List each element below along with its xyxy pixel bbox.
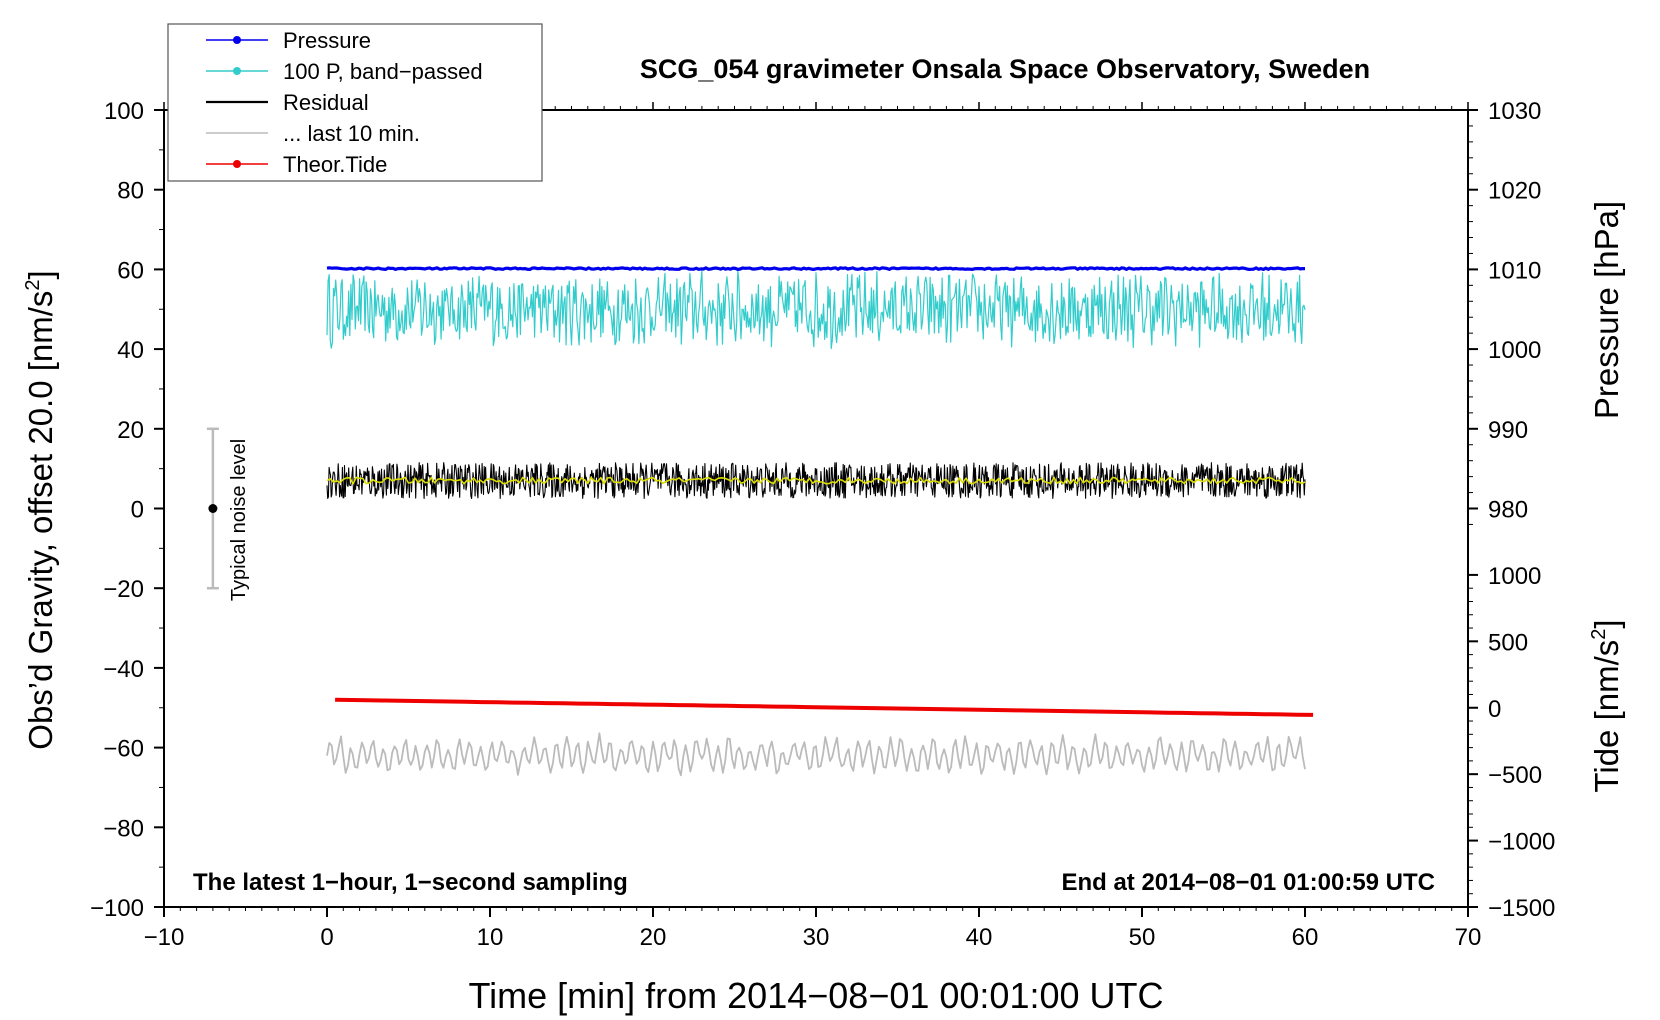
x-tick-label: 30 [803,924,830,951]
pressure-tick-label: 1020 [1488,178,1541,205]
legend-marker [233,67,241,75]
legend-items: Pressure 100 P, band−passed Residual ... la… [206,28,483,177]
y-tick-label-left: 20 [117,417,144,444]
legend-label: ... last 10 min. [283,121,420,146]
x-tick-label: 60 [1292,924,1319,951]
legend-label: 100 P, band−passed [283,59,483,84]
y-tick-label-left: −80 [103,815,144,842]
pressure-tick-label: 980 [1488,497,1528,524]
y-tick-label-left: 0 [131,497,144,524]
pressure-tick-label: 1000 [1488,337,1541,364]
y-tick-label-left: 40 [117,337,144,364]
x-tick-label: 50 [1129,924,1156,951]
legend-marker [233,36,241,44]
y-label-left-close: ] [22,270,59,279]
series-theor-tide [335,697,1314,717]
tide-tick-label: −1500 [1488,895,1555,922]
series-residual-smoothed [326,476,1306,485]
y-axis-label-left: Obs’d Gravity, offset 20.0 [nm/s2] [22,270,59,749]
pressure-tick-label: 1010 [1488,257,1541,284]
tide-tick-label: 1000 [1488,563,1541,590]
pressure-tick-label: 1030 [1488,98,1541,125]
noise-label: Typical noise level [228,439,250,601]
y-tick-label-left: 60 [117,257,144,284]
axis-ticks: −10 0 10 20 30 40 50 60 70100806040200−20−40−60−… [90,98,1555,951]
y-label-tide-close: ] [1588,619,1625,628]
pressure-tick-label: 990 [1488,417,1528,444]
y-axis-label-pressure: Pressure [hPa] [1588,201,1625,419]
noise-center-dot [208,504,218,513]
legend-label: Pressure [283,28,371,53]
y-tick-label-left: 100 [104,98,144,125]
chart-title: SCG_054 gravimeter Onsala Space Observat… [640,54,1370,84]
x-tick-label: 0 [320,924,333,951]
tide-tick-label: 0 [1488,696,1501,723]
tide-tick-label: 500 [1488,629,1528,656]
legend-label: Theor.Tide [283,152,387,177]
x-tick-label: −10 [144,924,185,951]
data-series [326,266,1314,777]
plot-frame [163,109,1469,908]
y-tick-label-left: −40 [103,656,144,683]
y-tick-label-left: −100 [90,895,144,922]
y-tick-label-left: −60 [103,736,144,763]
tide-tick-label: −1000 [1488,829,1555,856]
noise-level-indicator: Typical noise level [206,427,250,601]
legend: Pressure 100 P, band−passed Residual ... la… [167,23,543,182]
y-axis-label-tide: Tide [nm/s2] [1588,619,1625,792]
series-band-passed [326,270,1306,350]
x-axis-label: Time [min] from 2014−08−01 00:01:00 UTC [468,975,1163,1016]
annotation-end-time: End at 2014−08−01 01:00:59 UTC [1061,869,1435,896]
annotation-sampling: The latest 1−hour, 1−second sampling [193,869,628,896]
y-tick-label-left: 80 [117,178,144,205]
series-last-10-min [326,732,1306,777]
y-label-left-text: Obs’d Gravity, offset 20.0 [nm/s [22,291,59,750]
legend-label: Residual [283,90,369,115]
y-tick-label-left: −20 [103,576,144,603]
tide-tick-label: −500 [1488,762,1542,789]
x-tick-label: 10 [477,924,504,951]
x-tick-label: 20 [640,924,667,951]
x-tick-label: 70 [1455,924,1482,951]
y-label-tide-text: Tide [nm/s [1588,640,1625,793]
y-label-tide-sup: 2 [1588,629,1610,640]
legend-marker [233,160,241,168]
x-tick-label: 40 [966,924,993,951]
series-pressure [326,266,1305,271]
y-label-left-sup: 2 [22,279,44,290]
